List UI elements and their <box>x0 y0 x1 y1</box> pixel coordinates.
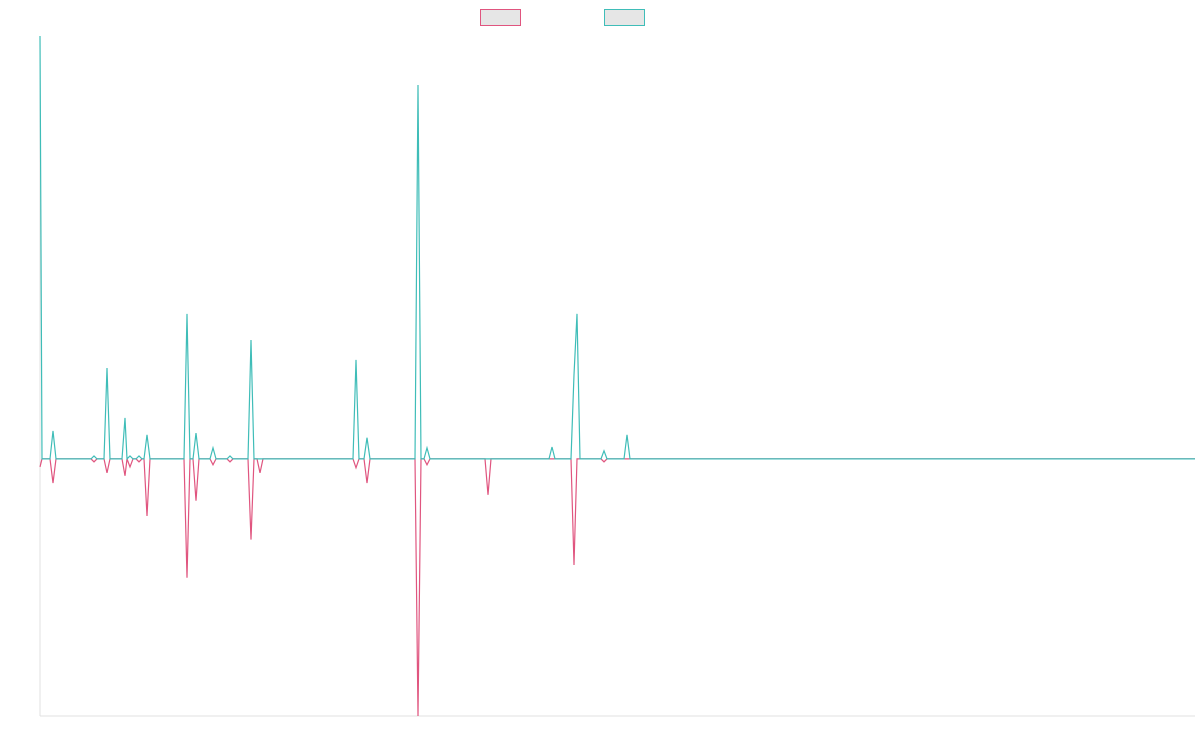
legend-swatch[interactable] <box>604 9 645 26</box>
legend-swatch[interactable] <box>480 9 521 26</box>
data-line <box>39 35 1195 461</box>
data-line <box>39 458 1195 717</box>
